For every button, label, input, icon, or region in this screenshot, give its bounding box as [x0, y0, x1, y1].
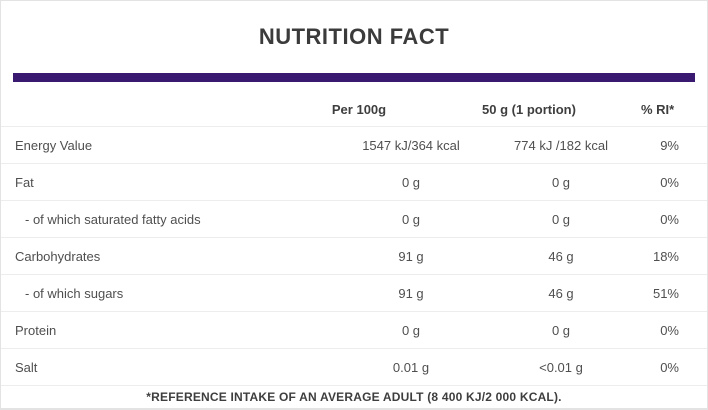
table-row-salt: Salt 0.01 g <0.01 g 0% [1, 348, 707, 385]
table-row-energy: Energy Value 1547 kJ/364 kcal 774 kJ /18… [1, 126, 707, 163]
value-percent-ri: 18% [652, 248, 679, 264]
value-per-portion: 46 g [548, 248, 574, 264]
value-per-100g: 1547 kJ/364 kcal [362, 137, 460, 153]
nutrition-table: Per 100g 50 g (1 portion) % RI* Energy V… [1, 82, 707, 385]
row-label: Energy Value [15, 137, 93, 153]
value-per-portion: 46 g [548, 285, 574, 301]
value-per-portion: 0 g [551, 174, 571, 190]
table-row-protein: Protein 0 g 0 g 0% [1, 311, 707, 348]
table-row-saturated-fat: - of which saturated fatty acids 0 g 0 g… [1, 200, 707, 237]
reference-intake-footnote: *REFERENCE INTAKE OF AN AVERAGE ADULT (8… [1, 385, 707, 408]
value-percent-ri: 51% [652, 285, 679, 301]
column-header-portion: 50 g (1 portion) [482, 101, 576, 117]
table-header-row: Per 100g 50 g (1 portion) % RI* [1, 82, 707, 126]
value-percent-ri: 0% [660, 211, 679, 227]
accent-divider-bar [13, 73, 695, 83]
row-label: Protein [15, 322, 57, 338]
value-percent-ri: 9% [660, 137, 679, 153]
value-per-portion: 774 kJ /182 kcal [514, 137, 608, 153]
value-per-portion: 0 g [551, 322, 571, 338]
value-per-100g: 0 g [401, 322, 421, 338]
row-label: Fat [15, 174, 34, 190]
value-percent-ri: 0% [660, 359, 679, 375]
value-per-100g: 0 g [401, 174, 421, 190]
column-header-ri: % RI* [641, 101, 675, 117]
value-per-portion: 0 g [551, 211, 571, 227]
row-label: - of which sugars [25, 285, 124, 301]
row-label: Carbohydrates [15, 248, 101, 264]
value-percent-ri: 0% [660, 322, 679, 338]
value-per-100g: 0 g [401, 211, 421, 227]
table-row-carbohydrates: Carbohydrates 91 g 46 g 18% [1, 237, 707, 274]
value-per-portion: <0.01 g [539, 359, 583, 375]
column-header-per-100g: Per 100g [331, 101, 387, 117]
value-per-100g: 91 g [398, 285, 424, 301]
value-per-100g: 91 g [398, 248, 424, 264]
table-row-fat: Fat 0 g 0 g 0% [1, 163, 707, 200]
row-label: Salt [15, 359, 38, 375]
bottom-strip [1, 408, 707, 409]
table-row-sugars: - of which sugars 91 g 46 g 51% [1, 274, 707, 311]
value-percent-ri: 0% [660, 174, 679, 190]
value-per-100g: 0.01 g [392, 359, 430, 375]
page-title: NUTRITION FACT [258, 24, 450, 50]
row-label: - of which saturated fatty acids [25, 211, 201, 227]
